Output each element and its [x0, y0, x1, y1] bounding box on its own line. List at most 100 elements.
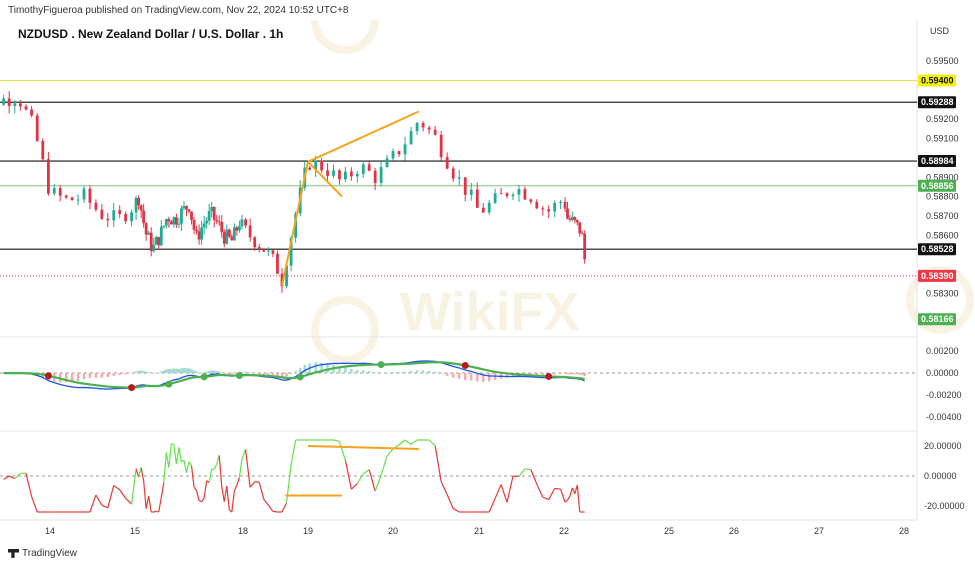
macd-histogram-bar [147, 372, 150, 373]
candle-body [511, 194, 515, 197]
candle-body [227, 229, 231, 237]
time-axis[interactable]: 14 15 18 19 20 21 22 25 26 27 28 [45, 526, 909, 536]
candle-body [130, 212, 133, 222]
macd-histogram-bar [578, 373, 581, 375]
macd-histogram-bar [415, 370, 419, 373]
candle-body [154, 236, 158, 245]
macd-histogram-bar [220, 372, 223, 373]
candle-body [421, 122, 425, 128]
osc-segment [135, 468, 140, 478]
candle-body [118, 210, 122, 214]
currency-label: USD [930, 26, 950, 36]
footer[interactable]: TradingView [8, 548, 77, 562]
time-tick-label: 26 [729, 526, 739, 536]
osc-segment [446, 494, 454, 509]
macd-histogram-bar [207, 371, 211, 373]
candle-body [182, 205, 186, 209]
price-tag-label: 0.58390 [921, 271, 954, 281]
candle-body [152, 244, 156, 251]
candle-body [583, 233, 587, 260]
macd-histogram-bar [344, 367, 347, 373]
osc-segment [231, 491, 235, 513]
candle-body [475, 189, 479, 208]
osc-segment [564, 499, 568, 503]
osc-segment [168, 443, 172, 468]
osc-segment [203, 480, 208, 499]
osc-segment [428, 439, 436, 447]
time-tick-label: 15 [130, 526, 140, 536]
candle-body [94, 202, 98, 210]
osc-segment [140, 467, 145, 481]
candle-body [52, 187, 56, 194]
candle-body [124, 213, 128, 222]
macd-histogram-bar [338, 366, 341, 373]
osc-segment [158, 497, 162, 513]
osc-segment [198, 499, 202, 503]
price-axis[interactable]: USD 0.595000.592000.591000.589000.588000… [924, 26, 965, 511]
candle-body [553, 202, 557, 212]
cross-marker [165, 380, 173, 388]
candle-body [355, 173, 359, 177]
candle-body [139, 205, 143, 211]
macd-histogram-bar [228, 373, 231, 374]
candle-body [210, 206, 214, 211]
candle-body [499, 193, 503, 195]
macd-histogram-bar [244, 371, 247, 373]
candle-body [177, 223, 181, 225]
macd-histogram-bar [568, 373, 572, 375]
macd-histogram-bar [299, 367, 302, 373]
candle-body [289, 237, 293, 266]
macd-histogram-bar [314, 362, 317, 373]
macd-histogram-bar [350, 368, 353, 373]
candle-body [535, 201, 539, 209]
candle-body [344, 171, 347, 180]
macd-histogram-bar [368, 371, 371, 373]
macd-histogram-bar [223, 373, 226, 374]
candle-body [575, 220, 579, 223]
price-tick-label: 0.58900 [926, 172, 959, 182]
macd-histogram-bar [213, 370, 216, 373]
macd-histogram-bar [76, 373, 80, 381]
osc-segment [410, 439, 418, 445]
price-candles [2, 91, 587, 293]
macd-histogram-bar [289, 373, 293, 375]
macd-histogram-bar [167, 368, 171, 373]
macd-histogram-bar [175, 368, 178, 373]
watermark: WikiFX [311, 20, 974, 364]
macd-histogram-bar [100, 373, 104, 378]
publisher-text: TimothyFigueroa published on TradingView… [8, 5, 349, 16]
osc-segment [267, 504, 274, 512]
chart-svg[interactable]: WikiFX USD 0.595000.592000.591000.589000… [0, 20, 975, 548]
osc-segment [31, 496, 38, 513]
candle-body [571, 217, 574, 220]
candle-body [563, 201, 567, 209]
cross-marker [377, 361, 385, 369]
candle-body [244, 219, 247, 226]
candle-body [266, 250, 270, 252]
price-tag [918, 179, 956, 192]
trendlines[interactable] [281, 110, 420, 286]
candle-body [82, 188, 86, 200]
time-tick-label: 21 [474, 526, 484, 536]
macd-histogram-bar [130, 373, 133, 374]
candle-body [167, 219, 171, 222]
macd-histogram-bar [106, 373, 109, 378]
candle-body [427, 127, 431, 130]
osc-segment [404, 439, 412, 445]
candle-body [192, 219, 196, 230]
candle-body [144, 223, 148, 235]
candle-body [391, 151, 395, 159]
osc-segment [160, 482, 165, 498]
price-tick-label: 0.58700 [926, 211, 959, 221]
macd-histogram-bar [452, 373, 455, 378]
osc-segment [530, 469, 538, 485]
osc-segment [131, 468, 137, 505]
osc-segment [362, 469, 370, 475]
macd-histogram-bar [64, 373, 68, 383]
osc-tick-label: 0.00000 [924, 471, 957, 481]
osc-segment [95, 494, 103, 506]
macd-histogram-bar [583, 373, 586, 377]
osc-segment [285, 464, 292, 503]
macd-histogram-bar [262, 373, 265, 375]
cross-marker [235, 372, 243, 380]
